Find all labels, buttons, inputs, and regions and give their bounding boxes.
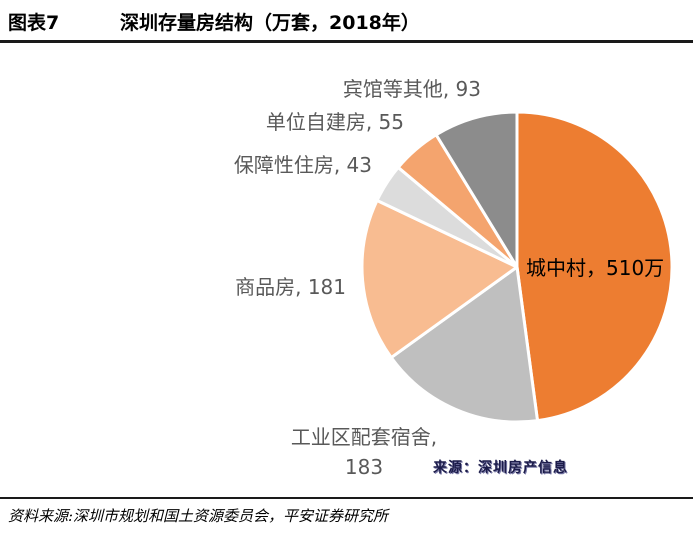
slice-label-单位自建房: 单位自建房, 55	[266, 110, 404, 134]
pie-slice-城中村	[515, 110, 674, 423]
pie-chart: 城中村，510万 工业区配套宿舍, 183 商品房, 181 保障性住房, 43…	[234, 77, 674, 479]
figure-title: 深圳存量房结构（万套，2018年）	[120, 12, 420, 34]
figure-header: 图表7 深圳存量房结构（万套，2018年）	[0, 0, 693, 44]
pie-slice-商品房	[360, 198, 519, 360]
header-rule	[0, 40, 693, 43]
figure-number: 图表7	[8, 12, 60, 34]
source-note: 资料来源:深圳市规划和国土资源委员会，平安证券研究所	[8, 507, 389, 525]
pie-slice-工业区配套宿舍	[389, 265, 540, 424]
pie-slice-宾馆等其他	[434, 110, 519, 269]
slice-label-商品房: 商品房, 181	[235, 275, 346, 299]
slice-label-保障性住房: 保障性住房, 43	[234, 153, 372, 177]
slice-label-工业区配套宿舍-value: 183	[345, 455, 383, 479]
pie-slices	[360, 110, 674, 424]
pie-labels: 城中村，510万 工业区配套宿舍, 183 商品房, 181 保障性住房, 43…	[234, 77, 664, 479]
footer-rule	[0, 497, 693, 499]
watermark: 来源：深圳房产信息	[433, 460, 568, 476]
slice-label-工业区配套宿舍: 工业区配套宿舍,	[291, 425, 437, 449]
slice-label-宾馆等其他: 宾馆等其他, 93	[343, 77, 481, 101]
slice-label-城中村: 城中村，510万	[526, 256, 664, 280]
